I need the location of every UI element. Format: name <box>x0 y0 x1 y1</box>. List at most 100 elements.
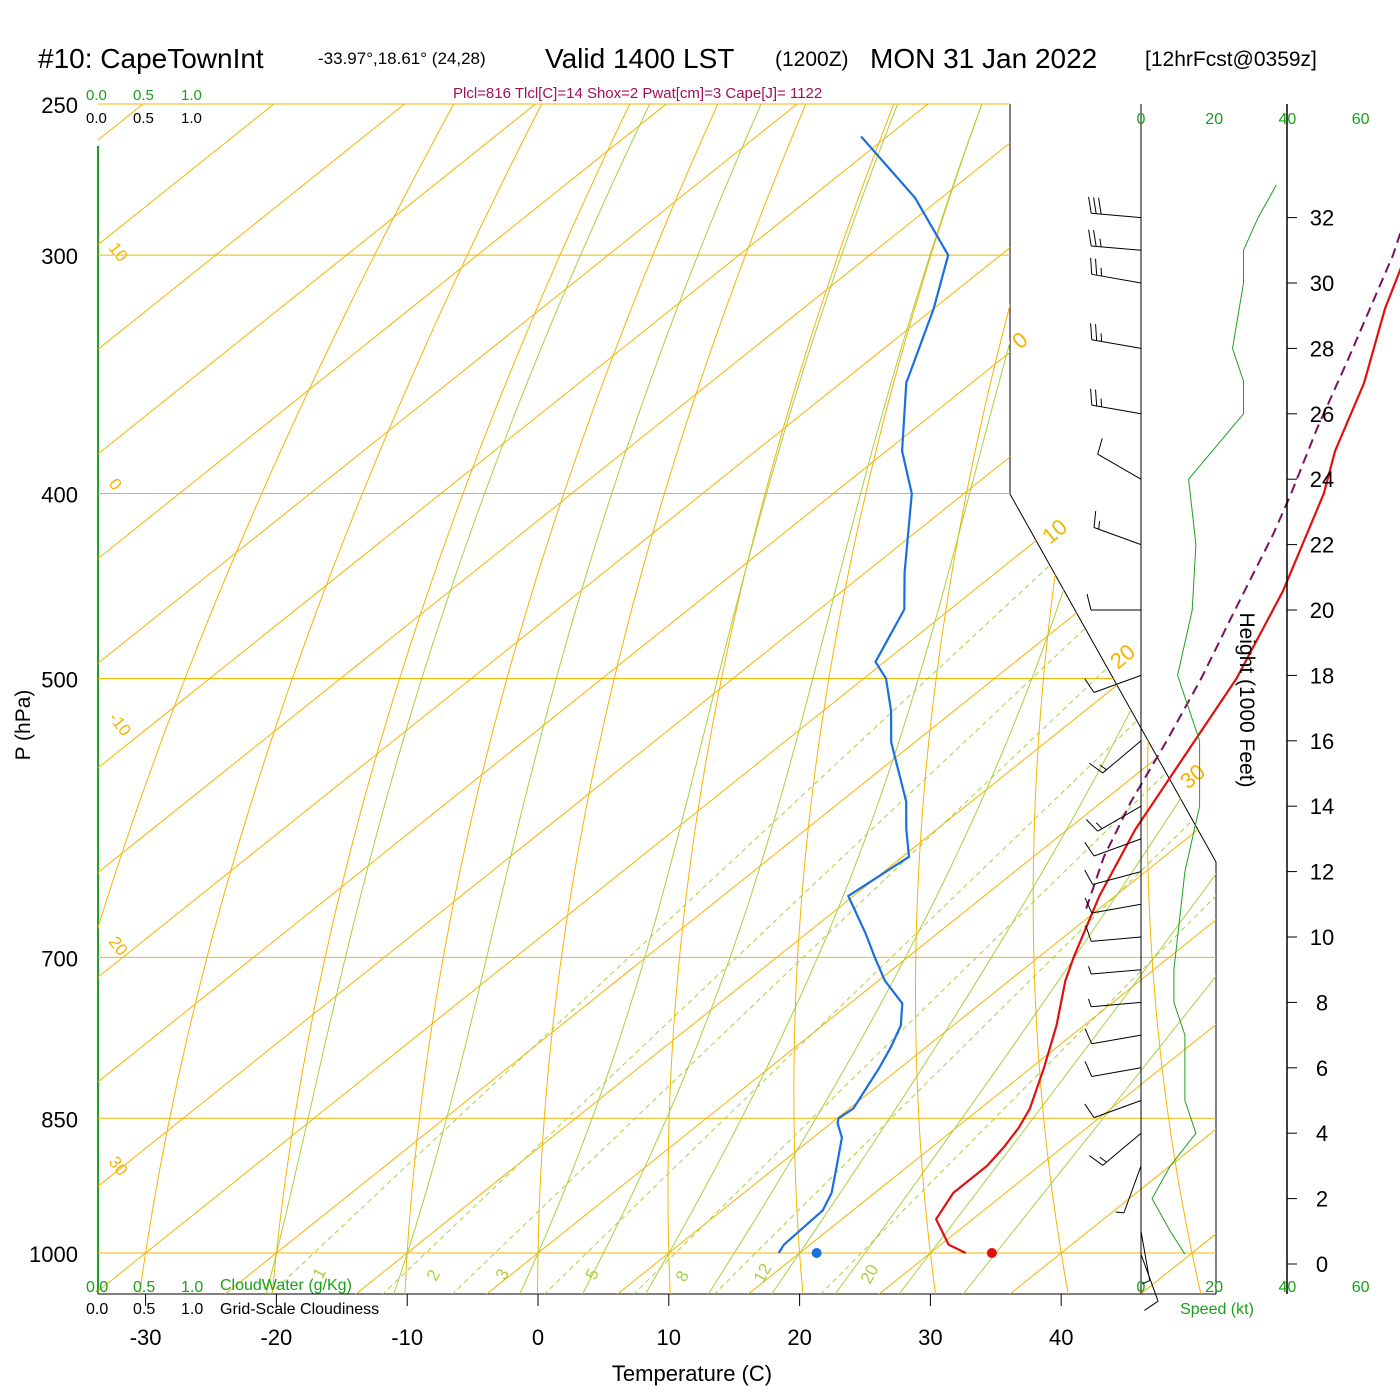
wind-barbs <box>1084 196 1159 1311</box>
wind-barb-staff <box>1123 1165 1142 1214</box>
wind-barb-staff <box>1091 404 1142 415</box>
wind-barb-staff <box>1093 527 1142 546</box>
wind-barb-staff <box>1091 212 1142 219</box>
isotherm-line <box>608 104 1216 1294</box>
wind-barb-staff <box>1093 838 1142 857</box>
wind-barb-staff <box>1091 903 1142 914</box>
isotherm-label: 10 <box>1037 514 1072 549</box>
wind-barb-flag <box>1097 438 1103 455</box>
dry-adiabat-label: 10 <box>105 239 132 266</box>
surface-temperature-marker <box>986 1248 997 1258</box>
svg-text:1.0: 1.0 <box>181 1301 203 1318</box>
height-tick-label: 0 <box>1316 1252 1328 1277</box>
height-tick-label: 18 <box>1310 663 1334 688</box>
wind-barb-flag <box>1095 258 1098 276</box>
height-tick-label: 6 <box>1316 1056 1328 1081</box>
wind-barb-flag <box>1084 869 1094 885</box>
wind-barb-flag <box>1085 925 1092 942</box>
x-axis-label: Temperature (C) <box>612 1361 772 1386</box>
dry-adiabat-line <box>1365 70 1400 1301</box>
wind-barb <box>1089 740 1142 774</box>
moist-adiabat-line <box>578 104 995 1294</box>
mixing-ratio-line <box>626 493 1216 1294</box>
speed-tick-label: 20 <box>1205 111 1223 128</box>
dry-adiabat-label: 30 <box>105 1153 132 1180</box>
wind-barb-flag <box>1095 324 1098 341</box>
isotherm-line <box>215 104 1216 1294</box>
dry-adiabat-line <box>98 104 473 1294</box>
isotherm-lines <box>98 104 1216 1294</box>
isotherm-line <box>98 104 709 1294</box>
isotherm-line <box>98 104 840 1294</box>
mixing-ratio-label: 5 <box>582 1266 603 1283</box>
temperature-tick-label: 40 <box>1049 1325 1073 1350</box>
pressure-label: 1000 <box>29 1242 78 1267</box>
wind-barb-flag <box>1090 257 1093 275</box>
wind-barb-flag <box>1084 1061 1093 1077</box>
isotherm-label: 20 <box>1105 639 1140 674</box>
svg-text:0.5: 0.5 <box>133 1279 155 1296</box>
pressure-axis-labels: 250 300 400 500 700 850 1000 <box>29 93 78 1267</box>
mixing-ratio-label: 8 <box>672 1268 693 1285</box>
wind-barb-staff <box>1091 245 1142 251</box>
svg-text:0.0: 0.0 <box>86 1301 108 1318</box>
isotherm-line <box>98 104 1216 1294</box>
isotherm-line <box>98 104 971 1294</box>
wind-barb <box>1088 196 1142 219</box>
mixing-ratio-label: 2 <box>423 1267 444 1284</box>
wind-barb-half <box>1100 398 1103 407</box>
parcel-trace <box>1085 230 1400 909</box>
wind-barb-flag <box>1084 678 1095 693</box>
isotherm-line <box>477 104 1216 1294</box>
cloudwater-legend: 0.0 0.5 1.0 CloudWater (g/Kg) <box>86 1277 352 1296</box>
wind-barb-staff <box>1092 871 1142 886</box>
height-tick-label: 8 <box>1316 990 1328 1015</box>
wind-barb <box>1084 897 1142 914</box>
mixing-ratio-line <box>813 493 1216 1294</box>
wind-barb <box>1090 388 1142 415</box>
dry-adiabat-labels: 10 0 -10 20 30 <box>105 239 135 1180</box>
wind-barb-staff <box>1097 805 1142 832</box>
wind-barb-flag <box>1095 389 1098 407</box>
station-title: #10: CapeTownInt <box>38 43 264 74</box>
height-tick-label: 24 <box>1310 467 1334 492</box>
speed-tick-label: 0 <box>1137 1279 1146 1296</box>
wind-barb-half <box>1098 520 1101 530</box>
forecast-info: [12hrFcst@0359z] <box>1145 48 1317 71</box>
speed-tick-label: 40 <box>1279 1279 1297 1296</box>
svg-text:0.0: 0.0 <box>86 110 107 127</box>
isotherm-line <box>98 104 1216 1294</box>
wind-barb-half <box>1100 333 1103 342</box>
dry-adiabat-line <box>537 104 821 1294</box>
wind-barb <box>1084 1100 1142 1119</box>
svg-text:Grid-Scale Cloudiness: Grid-Scale Cloudiness <box>220 1301 379 1318</box>
wind-barb-half <box>1115 1211 1124 1214</box>
wind-barb-flag <box>1144 1300 1159 1311</box>
wind-barb <box>1085 925 1142 942</box>
wind-barb <box>1090 323 1142 349</box>
height-tick-label: 22 <box>1310 533 1334 558</box>
svg-text:0.0: 0.0 <box>86 1279 108 1296</box>
cloudiness-legend: 0.0 0.5 1.0 Grid-Scale Cloudiness <box>86 1301 379 1318</box>
height-tick-label: 12 <box>1310 860 1334 885</box>
wind-barb <box>1140 1231 1151 1285</box>
dry-adiabat-line <box>138 104 560 1294</box>
dewpoint-trace <box>777 135 950 1254</box>
moist-adiabat-line <box>516 104 912 1294</box>
isotherm-line <box>98 104 1216 1294</box>
wind-barb-flag <box>1089 762 1103 774</box>
isotherm-labels: 0 10 20 30 <box>1007 327 1210 794</box>
isotherm-line <box>98 104 579 1294</box>
moist-adiabat-line <box>263 104 667 1294</box>
speed-tick-label: 0 <box>1137 111 1146 128</box>
wind-barb <box>1088 966 1142 975</box>
wind-barb-half <box>1141 1280 1150 1285</box>
height-tick-label: 2 <box>1316 1187 1328 1212</box>
temperature-tick-label: -20 <box>261 1325 293 1350</box>
speed-tick-label: 60 <box>1352 1279 1370 1296</box>
pressure-label: 250 <box>41 93 78 118</box>
pressure-label: 300 <box>41 244 78 269</box>
moist-adiabat-line <box>829 104 1216 1294</box>
pressure-label: 850 <box>41 1107 78 1132</box>
